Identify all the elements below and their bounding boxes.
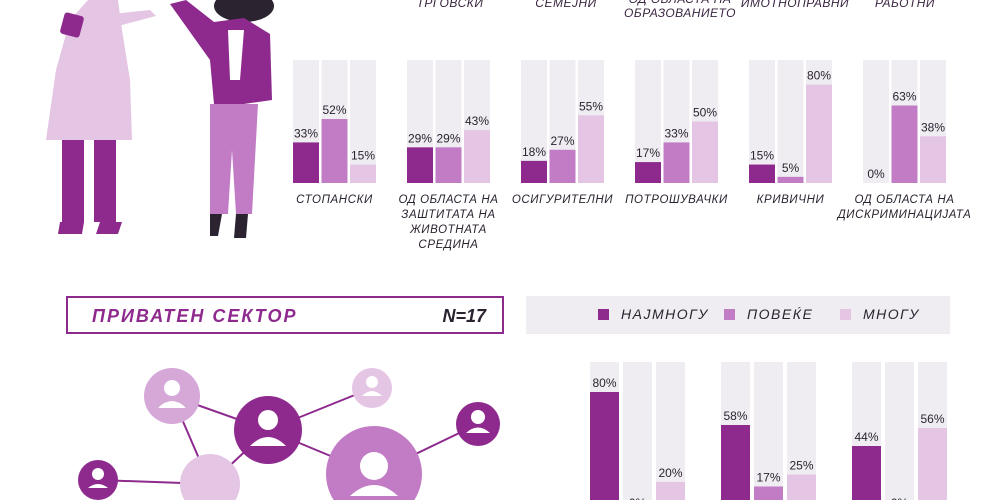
bar-track	[350, 60, 376, 183]
category-header: СЕМЕЈНИ	[535, 0, 597, 10]
category-label: ЗАШТИТАТА НА	[401, 209, 495, 221]
category-header: ОД ОБЛАСТА НА ОБРАЗОВАНИЕТО	[624, 0, 736, 20]
data-label: 20%	[658, 466, 682, 480]
bar	[578, 115, 604, 183]
category-label: СТОПАНСКИ	[296, 194, 373, 206]
legend-label: ПОВЕЌЕ	[747, 306, 814, 322]
data-label: 18%	[522, 145, 546, 159]
bar-track	[749, 60, 775, 183]
bar	[806, 84, 832, 183]
data-label: 58%	[723, 409, 747, 423]
data-label: 56%	[920, 412, 944, 426]
bar	[754, 486, 783, 500]
category-label: ПОТРОШУВАЧКИ	[625, 194, 728, 206]
bar	[635, 162, 661, 183]
woman-right-illustration	[170, 0, 274, 238]
data-label: 44%	[854, 430, 878, 444]
data-label: 0%	[891, 496, 909, 500]
bar	[692, 121, 718, 183]
data-label: 33%	[664, 126, 688, 140]
category-label: ДИСКРИМИНАЦИЈАТА	[836, 209, 972, 221]
category-header: ИМОТНОПРАВНИ	[740, 0, 850, 10]
data-label: 33%	[294, 126, 318, 140]
bar-track	[885, 362, 914, 500]
bar	[293, 142, 319, 183]
woman-left-illustration	[46, 0, 156, 234]
legend-label: МНОГУ	[863, 306, 920, 322]
category-label: КРИВИЧНИ	[757, 194, 825, 206]
data-label: 5%	[782, 161, 800, 175]
bar	[891, 105, 918, 183]
data-label: 25%	[789, 459, 813, 473]
category-label: СРЕДИНА	[418, 239, 478, 251]
category-label: ОСИГУРИТЕЛНИ	[512, 194, 613, 206]
legend-swatch	[598, 308, 609, 320]
bar	[777, 176, 804, 183]
bar	[549, 149, 576, 183]
bar	[749, 164, 775, 183]
category-label: ОД ОБЛАСТА НА	[854, 194, 954, 206]
data-label: 52%	[322, 103, 346, 117]
bar-track	[754, 362, 783, 500]
legend-item: ПОВЕЌЕ	[724, 306, 813, 322]
bar	[407, 147, 433, 183]
private-sector-box: ПРИВАТЕН СЕКТОР N=17	[66, 296, 504, 334]
data-label: 0%	[629, 496, 647, 500]
bar	[521, 160, 547, 183]
data-label: 80%	[807, 69, 831, 83]
category-header: ТРГОВСКИ	[416, 0, 484, 10]
bar-track	[623, 362, 652, 500]
bar	[663, 142, 690, 183]
data-label: 17%	[756, 471, 780, 485]
bar	[721, 425, 750, 500]
bar	[590, 392, 619, 500]
bar-track	[777, 60, 804, 183]
data-label: 55%	[579, 99, 603, 113]
bar	[350, 164, 376, 183]
legend-item: НАЈМНОГУ	[598, 306, 709, 322]
bar	[435, 147, 462, 183]
data-label: 63%	[892, 90, 916, 104]
data-label: 43%	[465, 114, 489, 128]
private-sector-title: ПРИВАТЕН СЕКТОР	[92, 306, 298, 326]
data-label: 38%	[921, 120, 945, 134]
legend-item: МНОГУ	[840, 306, 920, 322]
data-label: 0%	[867, 167, 885, 181]
data-label: 80%	[592, 376, 616, 390]
legend-swatch	[840, 308, 851, 320]
data-label: 15%	[351, 149, 375, 163]
bar-track	[863, 60, 889, 183]
bar	[656, 482, 685, 500]
bar	[787, 474, 816, 500]
bar	[918, 428, 947, 500]
bar	[852, 446, 881, 500]
category-label: ЖИВОТНАТА	[409, 224, 487, 236]
data-label: 15%	[750, 149, 774, 163]
person-node-icon	[180, 454, 240, 500]
data-label: 29%	[436, 131, 460, 145]
bar	[464, 130, 490, 183]
bar	[321, 119, 348, 183]
data-label: 27%	[550, 134, 574, 148]
data-label: 17%	[636, 146, 660, 160]
legend: НАЈМНОГУ ПОВЕЌЕ МНОГУ	[526, 296, 950, 334]
bar	[920, 136, 946, 183]
data-label: 50%	[693, 106, 717, 120]
sample-size: N=17	[442, 306, 486, 326]
legend-label: НАЈМНОГУ	[621, 306, 709, 322]
category-label: ОД ОБЛАСТА НА	[398, 194, 498, 206]
category-header: РАБОТНИ	[874, 0, 936, 10]
legend-swatch	[724, 308, 735, 320]
data-label: 29%	[408, 131, 432, 145]
bar-track	[656, 362, 685, 500]
